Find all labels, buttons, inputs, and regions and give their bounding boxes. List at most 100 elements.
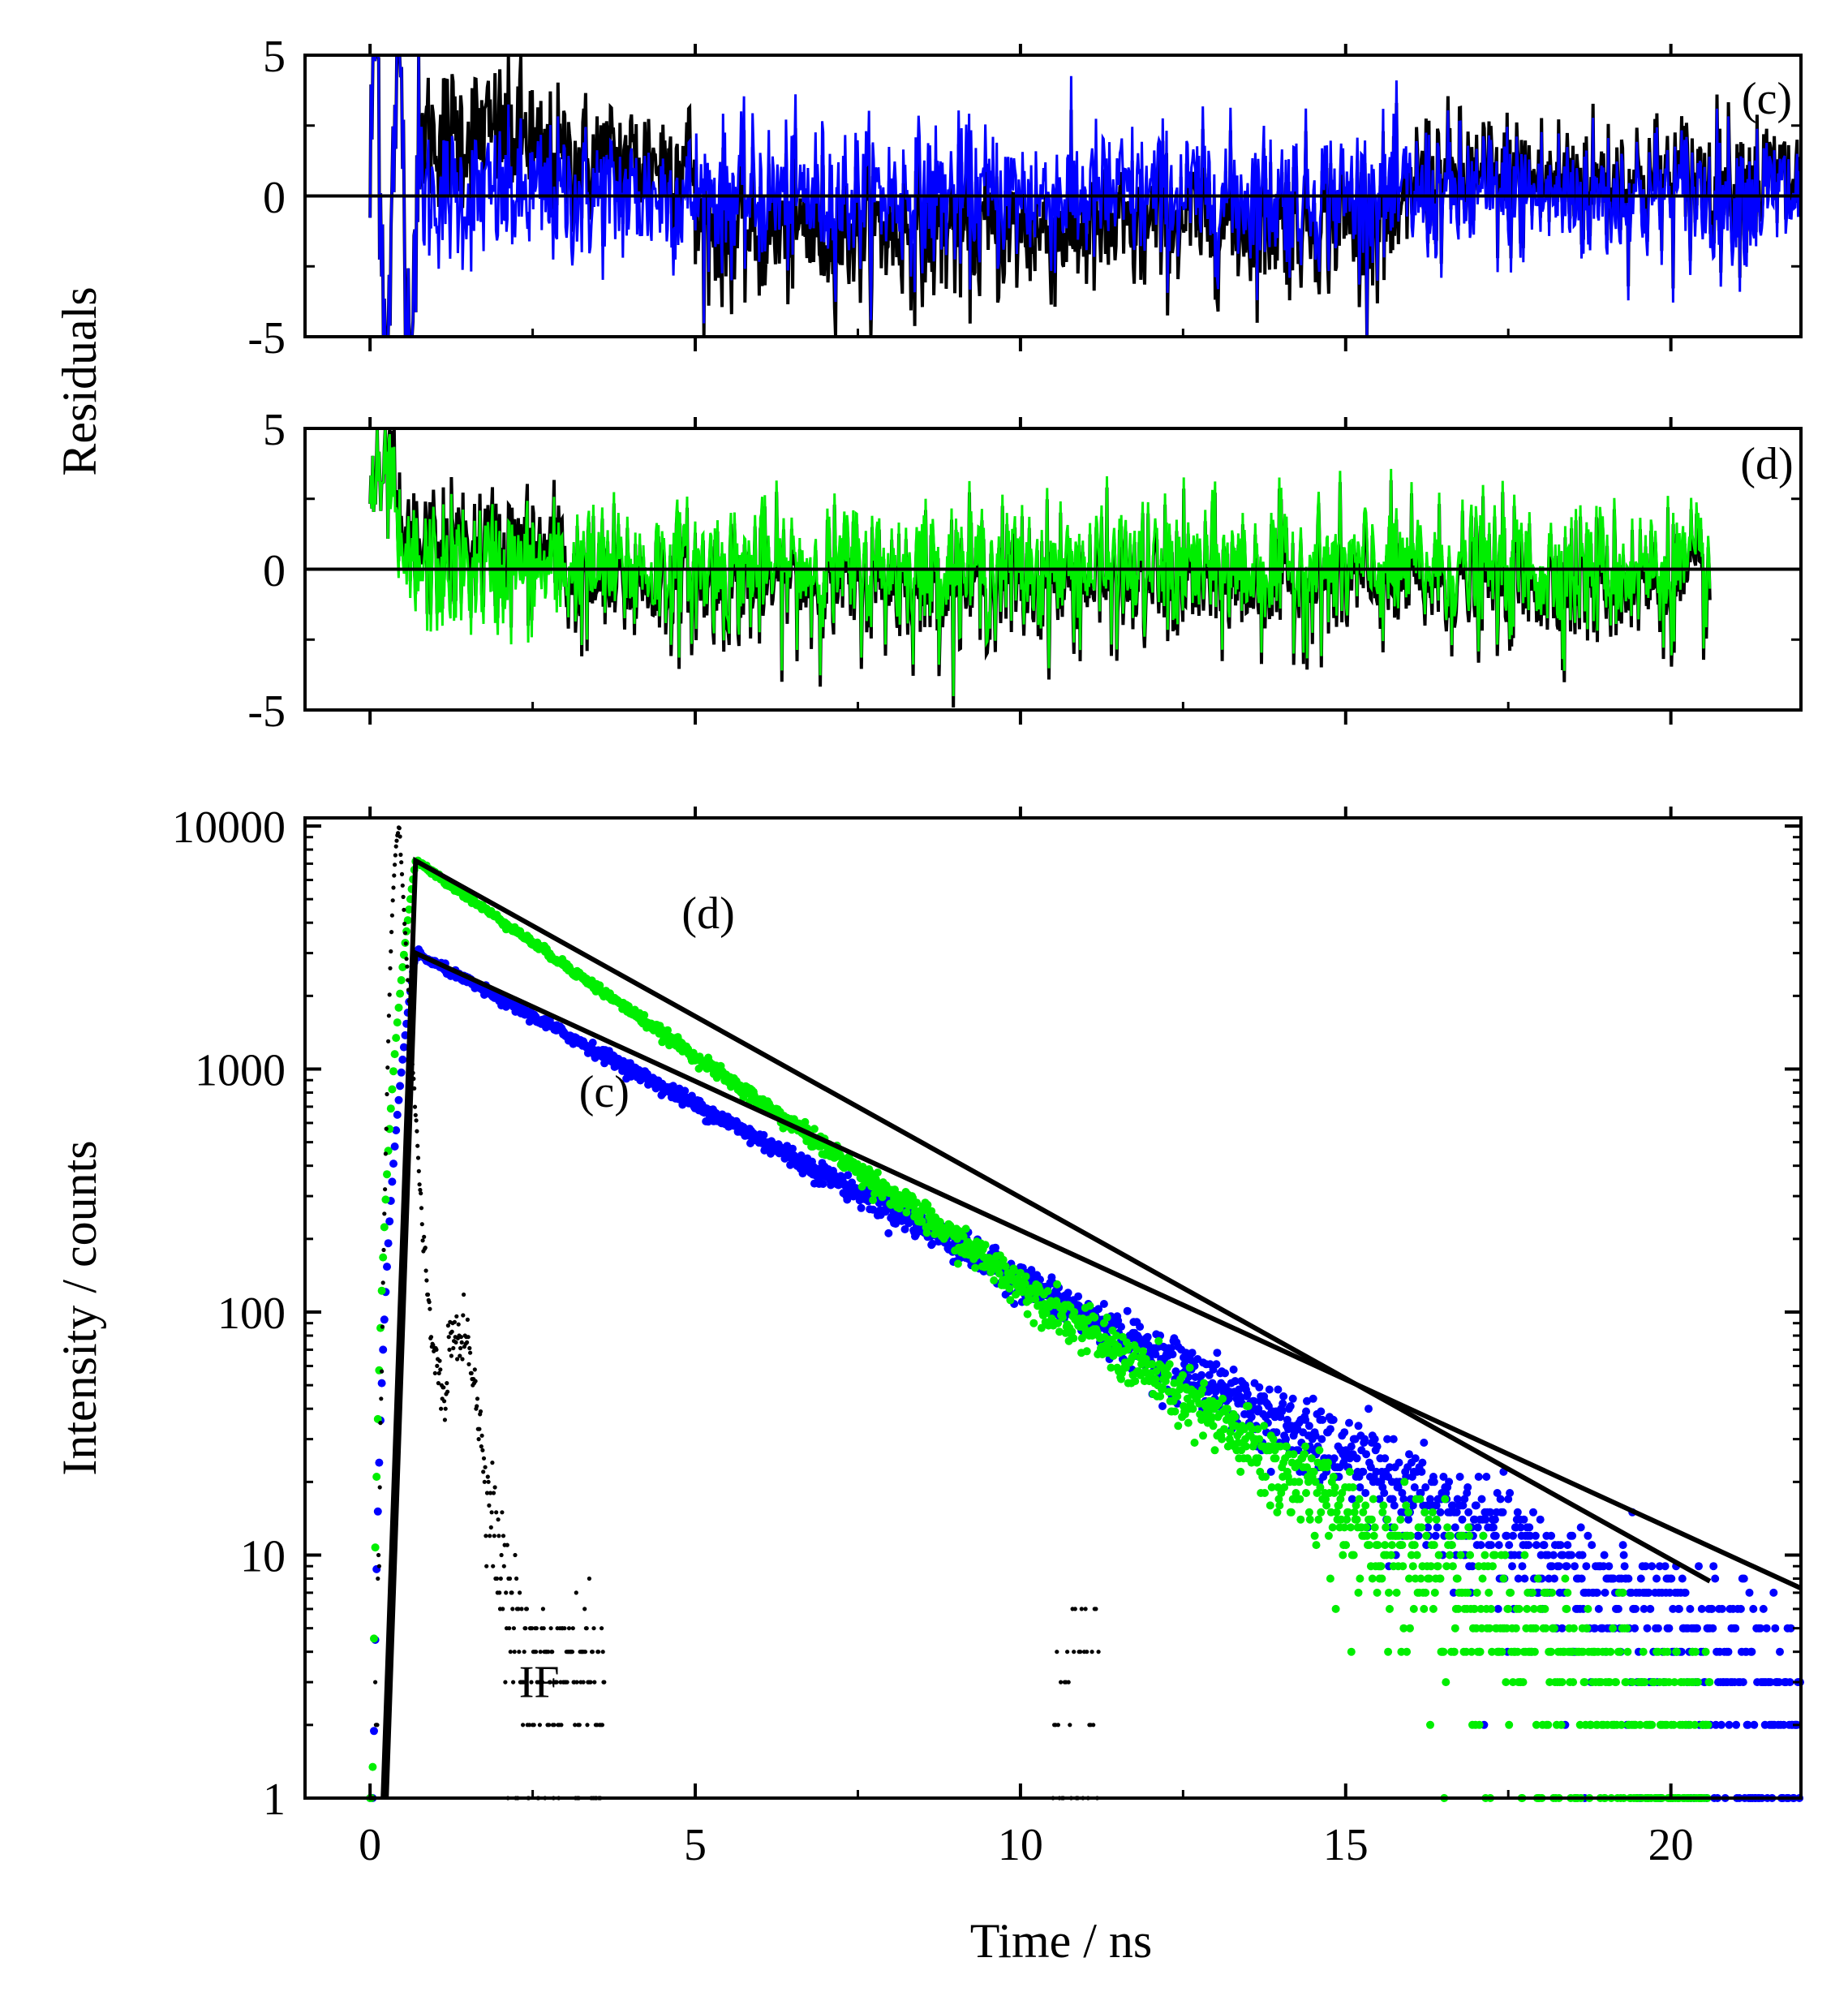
decay-point [1001,1262,1010,1271]
decay-point [1340,1428,1349,1437]
if-point [399,871,405,876]
if-point [530,1626,535,1631]
if-point [534,1650,539,1654]
decay-point [1369,1531,1378,1540]
decay-point [1576,1523,1585,1532]
if-point [404,957,409,962]
decay-ytick-label: 1000 [195,1046,286,1096]
if-point [591,1626,596,1631]
decay-point [390,1142,399,1151]
if-point [380,1324,385,1329]
decay-point [1345,1418,1353,1427]
decay-point [379,1253,388,1262]
decay-point [1356,1574,1365,1583]
decay-point [789,1144,797,1153]
decay-point [1152,1367,1161,1376]
decay-point [1265,1385,1274,1394]
decay-point [1653,1647,1662,1656]
decay-point [1274,1385,1283,1394]
decay-ytick-label: 100 [217,1289,286,1339]
decay-point [1332,1508,1341,1517]
decay-point [1360,1435,1369,1444]
decay-point [1043,1287,1052,1296]
decay-point [1584,1531,1592,1540]
decay-point [398,963,407,971]
if-point [380,1369,385,1374]
decay-ytick-label: 10 [240,1532,286,1582]
decay-point [397,976,406,984]
decay-point [1359,1467,1368,1476]
decay-point [1326,1425,1334,1434]
decay-point [1562,1562,1571,1571]
if-point [479,1433,484,1438]
decay-point [1745,1588,1754,1597]
decay-point [1154,1336,1163,1345]
if-point [393,863,398,867]
if-point [569,1650,575,1654]
if-point [1089,1650,1094,1654]
if-point [570,1626,575,1631]
decay-point [1375,1495,1384,1504]
decay-point [1102,1313,1111,1322]
decay-point [1396,1515,1405,1524]
decay-x-axis-title: Time / ns [970,1914,1153,1968]
decay-point [1282,1435,1290,1444]
residuals-c-ytick-0: 0 [263,173,286,223]
decay-point [1254,1454,1263,1463]
if-point [389,930,394,935]
decay-point [902,1208,911,1217]
decay-point [1307,1454,1316,1463]
decay-point [1518,1562,1527,1571]
decay-xtick-label: 0 [359,1820,381,1870]
if-point [460,1357,465,1362]
if-point [491,1564,496,1568]
decay-point [1212,1360,1221,1369]
decay-point [1417,1523,1426,1532]
residuals-c-ytick-5: 5 [263,32,286,82]
decay-point [1148,1360,1157,1369]
if-point [434,1347,439,1352]
if-point [552,1723,557,1727]
decay-point [1068,1327,1077,1336]
residuals-d-ticks [305,417,1801,725]
decay-panel: 10000 1000 100 10 1 0 5 10 15 20 (d) (c) IF Inte… [53,802,1804,1968]
decay-point [1207,1413,1216,1422]
if-point [459,1340,464,1345]
if-point [516,1607,521,1611]
decay-point [1330,1483,1339,1491]
if-point [379,1396,384,1401]
if-point [445,1389,450,1394]
decay-point [1218,1435,1227,1444]
if-point [422,1234,427,1239]
if-point [590,1650,595,1654]
decay-point [1408,1501,1417,1510]
decay-point [1367,1515,1376,1524]
decay-point [1556,1541,1565,1550]
decay-point [1591,1624,1599,1633]
decay-point [1198,1385,1207,1394]
decay-point [1446,1531,1455,1540]
if-point [455,1357,460,1362]
decay-point [1021,1272,1030,1281]
decay-point [1502,1678,1511,1687]
decay-point [1622,1678,1631,1687]
decay-point [1485,1588,1493,1597]
if-point [439,1406,444,1411]
if-point [581,1680,586,1684]
decay-point [1536,1515,1545,1524]
decay-point [1249,1396,1258,1405]
annotation-if: IF [519,1658,560,1708]
decay-point [1324,1531,1333,1540]
if-point [1066,1680,1071,1684]
decay-point [1417,1467,1426,1476]
decay-point [1165,1360,1174,1369]
decay-point [1617,1720,1626,1729]
if-point [521,1723,526,1727]
if-point [554,1680,559,1684]
decay-point [1296,1515,1305,1524]
decay-point [1235,1385,1244,1394]
if-point [449,1353,454,1358]
decay-point [1516,1523,1525,1532]
if-point [503,1680,508,1684]
